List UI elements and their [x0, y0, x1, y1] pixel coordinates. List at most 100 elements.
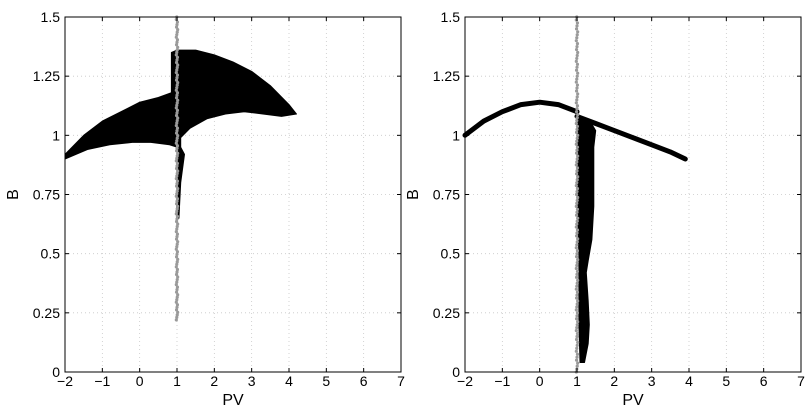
- data-point: [576, 257, 580, 262]
- data-point: [575, 145, 580, 149]
- data-point: [575, 189, 579, 194]
- data-point: [174, 184, 179, 188]
- x-tick-label: 6: [760, 373, 768, 389]
- data-point: [176, 257, 180, 261]
- data-point: [575, 284, 579, 288]
- data-point: [574, 225, 578, 229]
- data-point: [575, 56, 579, 61]
- data-point: [574, 101, 578, 105]
- data-point: [175, 245, 179, 249]
- data-point: [575, 139, 579, 143]
- data-point: [574, 163, 578, 167]
- data-point: [176, 293, 180, 297]
- x-tick-label: 1: [173, 373, 181, 389]
- data-point: [175, 103, 179, 107]
- data-point: [176, 187, 180, 191]
- data-point: [175, 22, 179, 27]
- x-tick-label: 5: [322, 373, 330, 389]
- data-point: [175, 108, 180, 113]
- data-point: [176, 169, 180, 173]
- data-point: [174, 35, 178, 39]
- data-point: [575, 77, 579, 81]
- data-point: [575, 98, 579, 102]
- x-tick-label: 7: [397, 373, 405, 389]
- data-point: [175, 199, 179, 203]
- data-point: [175, 197, 180, 201]
- x-tick-label: −2: [57, 373, 73, 389]
- x-axis-label: PV: [622, 392, 644, 409]
- data-point: [175, 285, 180, 289]
- data-point: [575, 65, 579, 69]
- data-point: [174, 159, 178, 163]
- data-point: [175, 235, 179, 239]
- data-point: [575, 104, 580, 108]
- data-point: [175, 40, 179, 44]
- data-point: [174, 43, 179, 47]
- data-point: [574, 80, 578, 84]
- data-point: [576, 113, 580, 117]
- x-tick-label: 6: [360, 373, 368, 389]
- data-point: [176, 81, 180, 85]
- data-point: [575, 24, 579, 28]
- data-point: [174, 53, 178, 57]
- data-point: [576, 71, 580, 75]
- data-point: [175, 121, 179, 125]
- data-point: [574, 192, 579, 197]
- data-point: [174, 78, 179, 82]
- data-point: [176, 98, 180, 102]
- data-point: [575, 207, 580, 211]
- data-point: [176, 310, 180, 314]
- x-tick-label: 3: [648, 373, 656, 389]
- data-point: [576, 361, 580, 365]
- y-tick-label: 0: [52, 364, 60, 380]
- y-tick-label: 0.25: [433, 305, 460, 321]
- x-tick-label: 0: [136, 373, 144, 389]
- data-point: [575, 127, 579, 132]
- x-tick-label: 2: [610, 373, 618, 389]
- data-point: [574, 59, 578, 63]
- data-point: [175, 65, 179, 70]
- data-point: [575, 326, 579, 330]
- data-point: [575, 115, 579, 120]
- data-point: [175, 83, 179, 87]
- data-point: [574, 89, 579, 93]
- y-axis-label: B: [5, 189, 22, 200]
- y-tick-label: 0.75: [33, 187, 60, 203]
- data-point: [574, 142, 578, 146]
- data-point: [575, 169, 579, 173]
- data-point: [575, 252, 579, 256]
- data-point: [175, 280, 179, 284]
- data-point: [574, 234, 579, 238]
- data-point: [174, 308, 179, 312]
- data-point: [574, 151, 579, 155]
- y-tick-label: 1.5: [441, 9, 461, 25]
- data-point: [575, 263, 579, 268]
- y-tick-label: 0.5: [441, 246, 461, 262]
- data-point: [576, 340, 580, 345]
- data-point: [574, 246, 578, 250]
- data-point: [175, 315, 179, 320]
- data-point: [175, 227, 179, 231]
- curve-series: [462, 99, 580, 138]
- data-point: [175, 38, 180, 42]
- data-point: [575, 198, 579, 203]
- y-tick-label: 1: [52, 127, 60, 143]
- data-point: [176, 63, 180, 67]
- data-point: [574, 213, 579, 217]
- data-point: [176, 204, 180, 208]
- data-point: [574, 337, 579, 342]
- data-point: [575, 331, 580, 336]
- data-point: [174, 88, 178, 92]
- data-point: [574, 130, 579, 134]
- data-point: [174, 106, 178, 110]
- data-point: [175, 179, 180, 183]
- data-point: [575, 124, 580, 129]
- data-point: [575, 21, 580, 25]
- data-point: [576, 50, 580, 55]
- data-point: [176, 45, 180, 49]
- data-point: [175, 144, 180, 148]
- data-point: [576, 320, 580, 324]
- data-point: [176, 134, 180, 138]
- data-point: [575, 355, 579, 359]
